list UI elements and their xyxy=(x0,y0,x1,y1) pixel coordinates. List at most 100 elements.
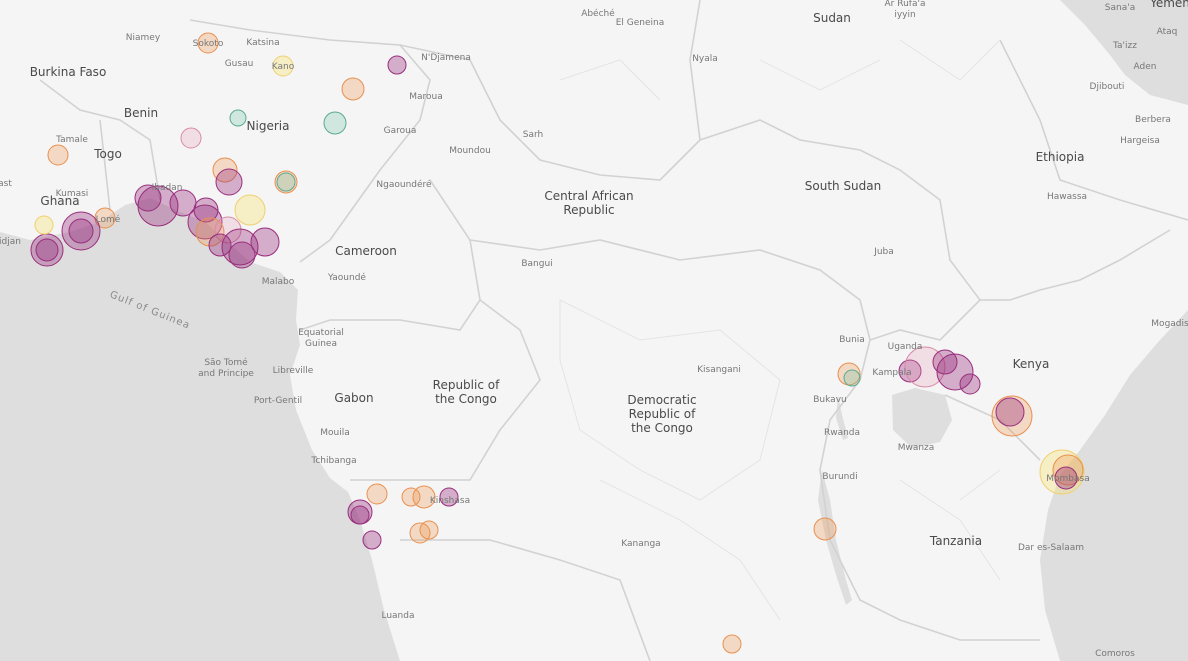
place-label: El Geneina xyxy=(616,18,665,28)
place-label: Ar Rufa'a iyyin xyxy=(885,0,926,20)
label-line: iyyin xyxy=(894,10,915,20)
label-line: Gusau xyxy=(225,59,254,69)
label-line: Sudan xyxy=(813,11,851,25)
label-line: Djibouti xyxy=(1090,82,1125,92)
place-label: Bangui xyxy=(521,259,552,269)
data-bubble xyxy=(1052,454,1084,486)
data-bubble xyxy=(366,483,388,505)
data-bubble xyxy=(193,197,219,223)
data-bubble xyxy=(904,346,946,388)
label-line: Ghana xyxy=(40,194,79,208)
data-bubble xyxy=(341,77,365,101)
place-label: Ngaoundéré xyxy=(376,179,432,190)
label-line: Garoua xyxy=(384,126,417,136)
place-label: São Tomé and Principe xyxy=(198,357,254,379)
place-label: Juba xyxy=(873,247,894,257)
data-bubble xyxy=(991,395,1033,437)
data-bubble xyxy=(61,211,101,251)
label-line: Dar es-Salaam xyxy=(1018,543,1084,553)
data-bubble xyxy=(350,505,370,525)
label-line: El Geneina xyxy=(616,18,665,28)
label-line: Malabo xyxy=(262,277,295,287)
data-bubble xyxy=(68,218,94,244)
place-label: Ataq xyxy=(1157,27,1178,37)
place-label: Central African Republic xyxy=(544,189,633,217)
label-line: Cameroon xyxy=(335,244,397,258)
label-line: Sarh xyxy=(523,130,543,140)
place-label: Kinshasa xyxy=(430,496,470,506)
label-line: Kumasi xyxy=(56,189,89,199)
place-label: Port-Gentil xyxy=(254,396,302,406)
data-bubble xyxy=(419,520,439,540)
data-bubble xyxy=(208,233,232,257)
place-label: Garoua xyxy=(384,126,417,136)
place-label: Hargeisa xyxy=(1120,136,1160,146)
label-line: Bangui xyxy=(521,259,552,269)
place-label: Ta'izz xyxy=(1112,41,1137,51)
data-bubble xyxy=(134,184,162,212)
place-label: Luanda xyxy=(381,611,414,621)
data-bubble xyxy=(401,487,421,507)
label-line: Sokoto xyxy=(193,39,224,49)
place-label: Maroua xyxy=(409,92,443,102)
label-line: Gabon xyxy=(334,391,373,405)
place-label: Ghana xyxy=(40,194,79,208)
label-line: Lomé xyxy=(96,214,121,225)
place-label: idjan xyxy=(0,237,21,247)
label-line: the Congo xyxy=(631,421,693,435)
data-bubble xyxy=(272,55,294,77)
place-label: Berbera xyxy=(1135,115,1171,125)
place-label: Tanzania xyxy=(929,534,982,548)
label-line: Republic xyxy=(563,203,614,217)
data-bubble xyxy=(843,369,861,387)
label-line: Equatorial xyxy=(298,328,344,338)
label-line: Abéché xyxy=(581,8,615,19)
label-line: São Tomé xyxy=(204,357,248,368)
data-bubble xyxy=(250,227,280,257)
data-bubble xyxy=(221,228,259,266)
label-line: Bukavu xyxy=(813,395,846,405)
data-bubble xyxy=(47,144,69,166)
place-label: Nigeria xyxy=(247,119,290,133)
place-label: Malabo xyxy=(262,277,295,287)
label-line: Port-Gentil xyxy=(254,396,302,406)
place-label: Tchibanga xyxy=(310,456,356,466)
label-line: Mouila xyxy=(320,428,350,438)
label-line: Kano xyxy=(272,62,295,72)
data-bubble xyxy=(387,55,407,75)
data-bubble xyxy=(1054,466,1078,490)
place-label: Mwanza xyxy=(898,443,935,453)
place-label: Sudan xyxy=(813,11,851,25)
place-label: Sarh xyxy=(523,130,543,140)
bubbles xyxy=(30,32,1085,654)
label-line: Rwanda xyxy=(824,428,860,438)
label-line: Tchibanga xyxy=(310,456,356,466)
label-line: Kananga xyxy=(621,539,660,549)
label-line: South Sudan xyxy=(805,179,882,193)
place-label: Katsina xyxy=(246,38,279,48)
place-label: Bukavu xyxy=(813,395,846,405)
place-label: Gusau xyxy=(225,59,254,69)
label-line: Mogadis xyxy=(1151,319,1188,329)
place-label: Aden xyxy=(1134,62,1157,72)
place-label: Yemen xyxy=(1149,0,1188,10)
place-label: Mouila xyxy=(320,428,350,438)
place-label: Equatorial Guinea xyxy=(298,328,344,349)
label-line: Libreville xyxy=(273,366,314,376)
label-line: Nigeria xyxy=(247,119,290,133)
label-line: Moundou xyxy=(449,146,491,156)
label-line: Ibadan xyxy=(152,183,183,193)
place-label: Democratic Republic of the Congo xyxy=(627,393,696,435)
label-line: the Congo xyxy=(435,392,497,406)
label-line: and Principe xyxy=(198,369,254,379)
data-bubble xyxy=(813,517,837,541)
place-label: Kisangani xyxy=(697,365,741,375)
label-line: Democratic xyxy=(627,393,696,407)
place-label: Bunia xyxy=(839,335,865,345)
label-line: Tanzania xyxy=(929,534,982,548)
place-label: Burkina Faso xyxy=(30,65,107,79)
place-label: Sokoto xyxy=(193,39,224,49)
data-bubble xyxy=(362,530,382,550)
label-line: Nyala xyxy=(692,54,718,64)
place-label: Niamey xyxy=(126,33,161,43)
